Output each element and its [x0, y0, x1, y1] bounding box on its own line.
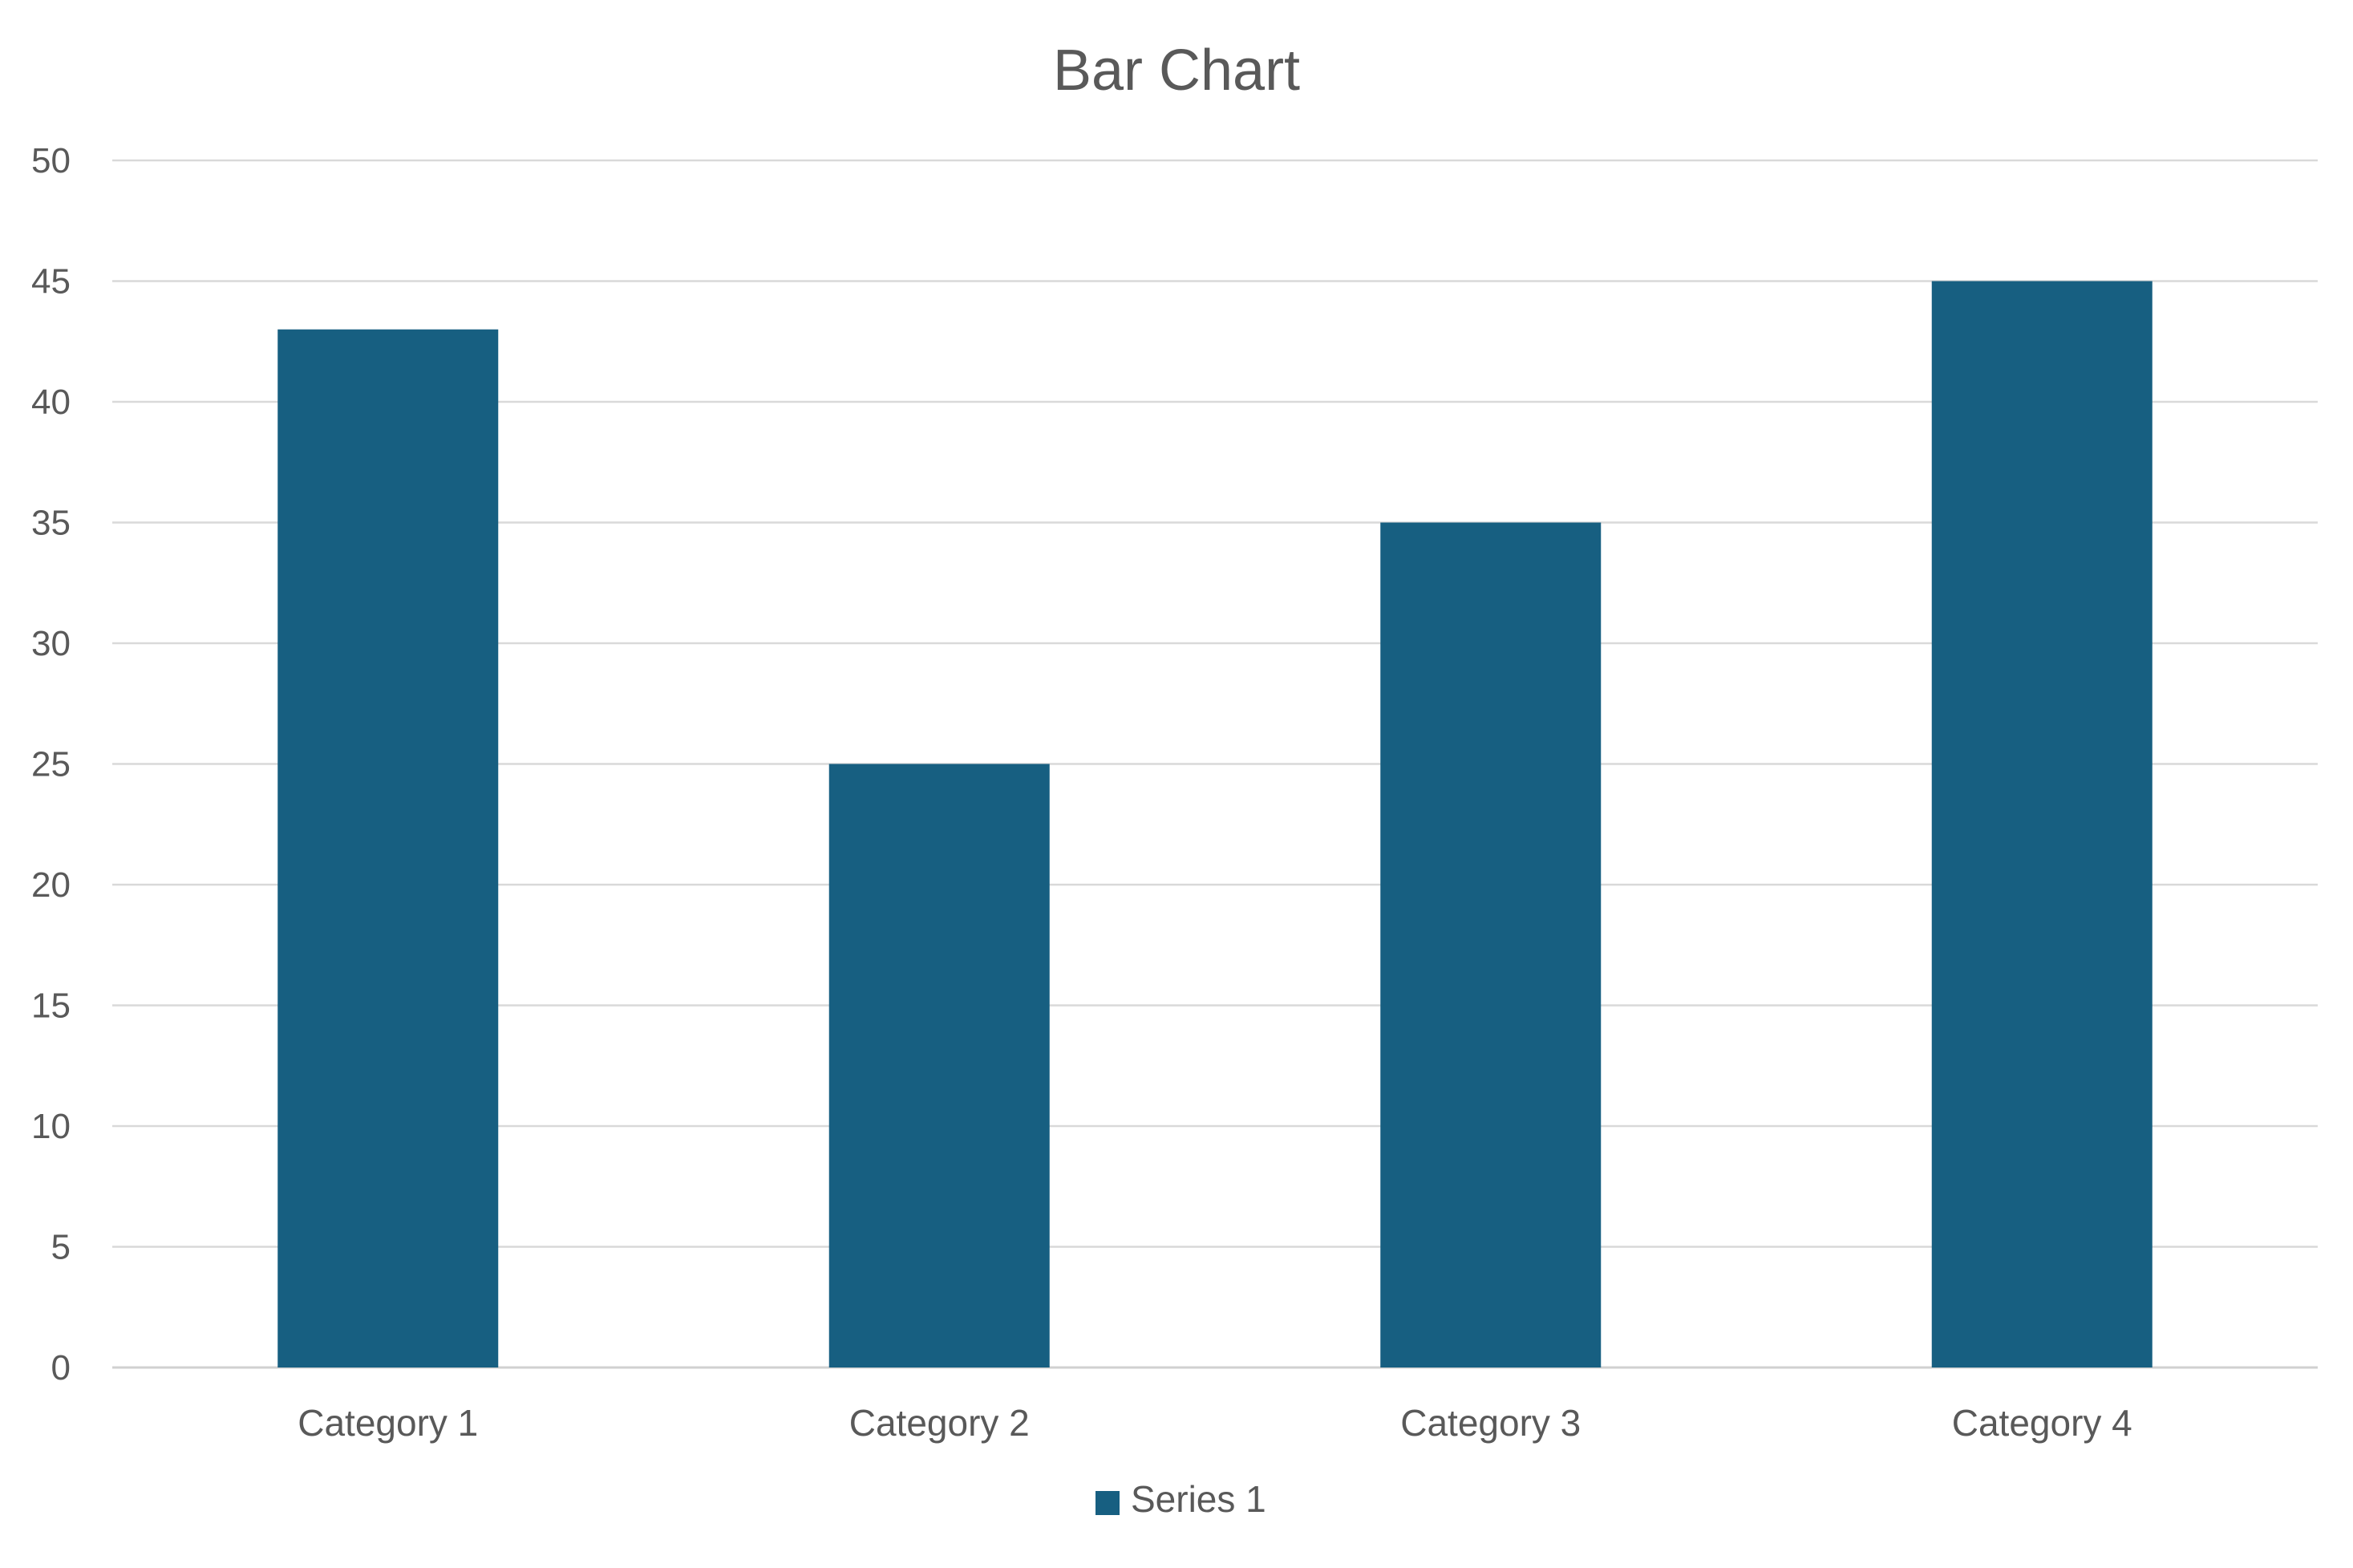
y-tick-label: 40 — [31, 383, 71, 422]
y-tick-label: 0 — [51, 1348, 71, 1388]
legend-swatch — [1096, 1491, 1120, 1515]
y-tick-label: 50 — [31, 141, 71, 180]
y-tick-label: 5 — [51, 1228, 71, 1267]
x-category-label: Category 1 — [298, 1402, 478, 1444]
y-tick-label: 25 — [31, 745, 71, 784]
x-axis-category-labels: Category 1 Category 2 Category 3 Category 4 — [298, 1402, 2132, 1444]
y-tick-label: 45 — [31, 262, 71, 302]
legend: Series 1 — [1096, 1478, 1266, 1520]
bar-1 — [277, 329, 499, 1368]
y-tick-label: 35 — [31, 504, 71, 543]
legend-label: Series 1 — [1131, 1478, 1266, 1520]
bar-2 — [828, 764, 1050, 1367]
bars — [277, 281, 2153, 1368]
bar-4 — [1931, 281, 2153, 1367]
y-tick-label: 30 — [31, 624, 71, 663]
y-tick-label: 10 — [31, 1107, 71, 1146]
x-category-label: Category 2 — [849, 1402, 1030, 1444]
x-category-label: Category 4 — [1952, 1402, 2132, 1444]
chart-title: Bar Chart — [1053, 38, 1300, 103]
y-tick-label: 15 — [31, 987, 71, 1026]
y-axis-tick-labels: 0 5 10 15 20 25 30 35 40 45 50 — [31, 141, 71, 1388]
y-tick-label: 20 — [31, 865, 71, 905]
x-category-label: Category 3 — [1400, 1402, 1581, 1444]
bar-3 — [1380, 522, 1602, 1367]
